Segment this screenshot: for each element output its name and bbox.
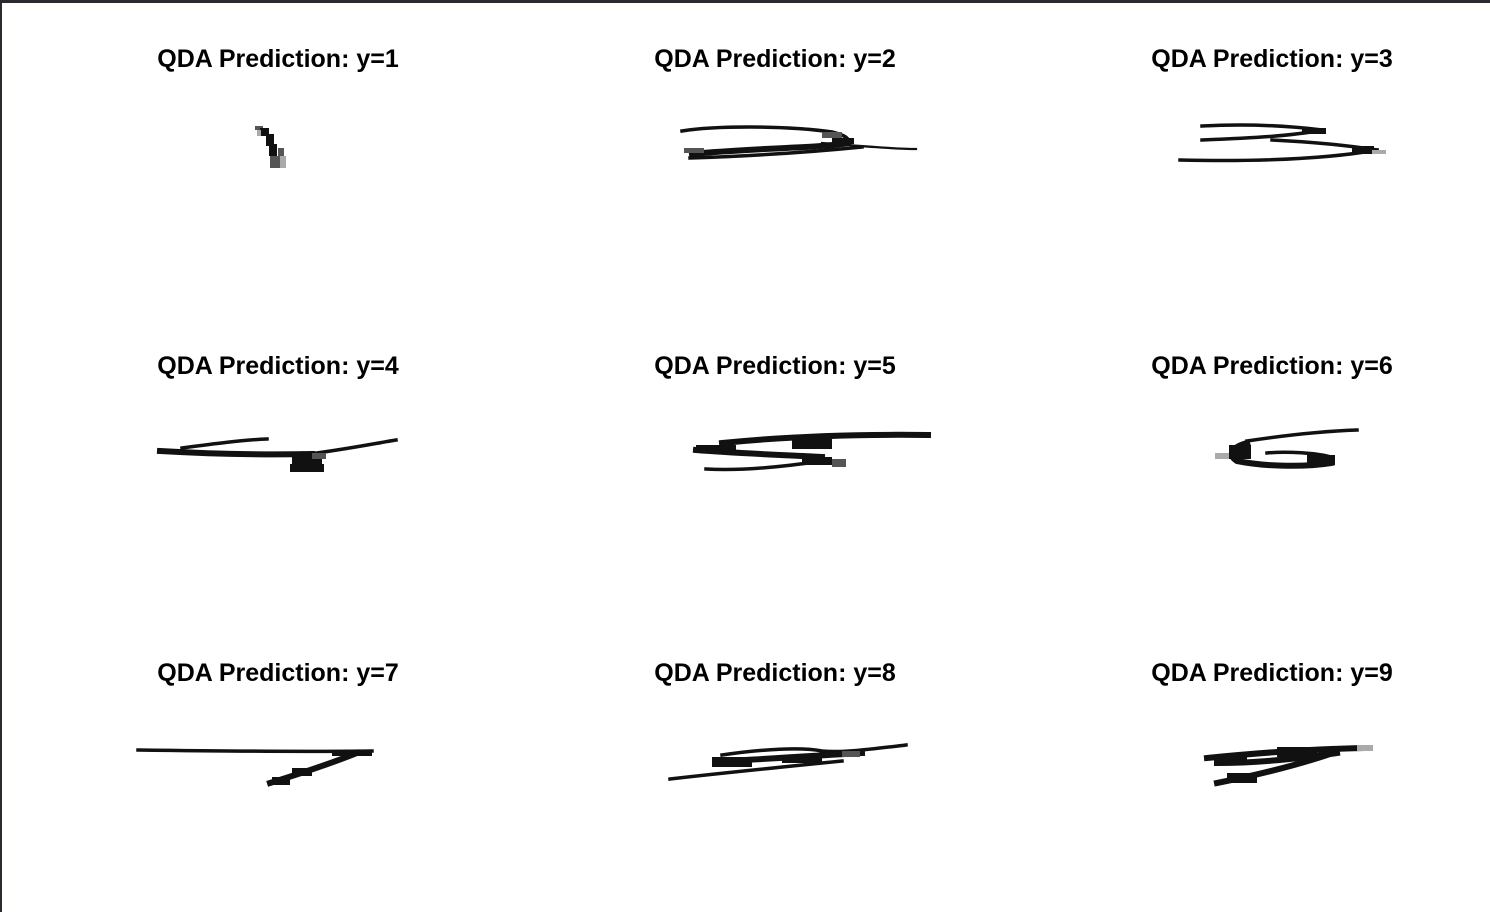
digit-2-pixel-c xyxy=(684,148,704,153)
digit-4-stroke-diag xyxy=(300,437,399,457)
panel-title-7: QDA Prediction: y=7 xyxy=(157,659,399,687)
digit-8-stroke-top xyxy=(720,743,908,757)
panel-title-1: QDA Prediction: y=1 xyxy=(157,45,399,73)
digit-2-pixel-b xyxy=(832,138,854,144)
digit-2-stroke-top xyxy=(679,125,851,146)
digit-3-stroke-lower xyxy=(1178,147,1380,163)
digit-5-pixel-a xyxy=(792,439,832,449)
digit-8-stroke-bottom xyxy=(668,759,844,781)
digit-image-6 xyxy=(1215,428,1359,469)
panel-title-9: QDA Prediction: y=9 xyxy=(1151,659,1393,687)
panel-title-4: QDA Prediction: y=4 xyxy=(157,352,399,380)
digit-4-pixel-a xyxy=(292,456,322,464)
digit-8-pixel-c xyxy=(842,751,860,757)
digit-2-stroke-lower xyxy=(688,145,864,160)
digit-image-1 xyxy=(255,126,286,168)
panel-title-8: QDA Prediction: y=8 xyxy=(654,659,896,687)
digit-1-pixel-f xyxy=(270,156,280,168)
digit-9-pixel-d xyxy=(1357,745,1373,751)
panel-title-6: QDA Prediction: y=6 xyxy=(1151,352,1393,380)
digit-4-pixel-c xyxy=(312,453,326,459)
panel-title-3: QDA Prediction: y=3 xyxy=(1151,45,1393,73)
digit-2-pixel-a xyxy=(822,132,842,138)
digit-8-pixel-b xyxy=(782,755,822,763)
digit-5-pixel-d xyxy=(832,459,846,467)
digit-3-pixel-a xyxy=(1302,128,1326,134)
digit-1-pixel-d xyxy=(269,144,277,156)
digit-6-pixel-a xyxy=(1229,445,1251,459)
digit-1-pixel-e xyxy=(278,148,284,156)
digit-1-pixel-h xyxy=(257,130,261,136)
digit-image-8 xyxy=(668,743,908,781)
digit-6-pixel-b xyxy=(1307,455,1335,465)
digit-4-stroke-bar xyxy=(156,447,316,458)
digit-9-pixel-b xyxy=(1217,757,1247,765)
digit-7-pixel-c xyxy=(272,777,290,785)
digit-9-pixel-c xyxy=(1227,773,1257,783)
digit-3-pixel-b xyxy=(1352,146,1374,154)
digit-6-stroke-top xyxy=(1245,428,1359,443)
digit-7-pixel-a xyxy=(332,750,372,756)
digit-5-pixel-b xyxy=(696,445,736,453)
digit-image-4 xyxy=(156,437,399,472)
digit-2-stroke-middle xyxy=(688,139,852,158)
digit-7-pixel-b xyxy=(292,768,312,776)
digit-1-pixel-c xyxy=(266,134,274,146)
digit-3-pixel-c xyxy=(1372,150,1386,154)
digit-1-pixel-a xyxy=(255,126,263,130)
digit-image-5 xyxy=(692,431,932,472)
digit-image-9 xyxy=(1203,744,1373,787)
digit-image-2 xyxy=(679,125,918,160)
digit-image-3 xyxy=(1178,123,1386,163)
digit-6-pixel-c xyxy=(1215,453,1229,459)
digit-1-pixel-b xyxy=(260,128,269,136)
digit-8-pixel-a xyxy=(712,757,752,767)
digit-1-pixel-g xyxy=(280,156,286,168)
digit-5-stroke-top xyxy=(718,431,932,447)
digit-image-7 xyxy=(136,748,374,787)
digit-4-stroke-upper xyxy=(180,437,269,450)
panel-title-2: QDA Prediction: y=2 xyxy=(654,45,896,73)
digit-4-pixel-b xyxy=(290,464,324,472)
panel-title-5: QDA Prediction: y=5 xyxy=(654,352,896,380)
digit-9-pixel-a xyxy=(1277,747,1317,757)
digit-5-pixel-c xyxy=(802,457,832,465)
